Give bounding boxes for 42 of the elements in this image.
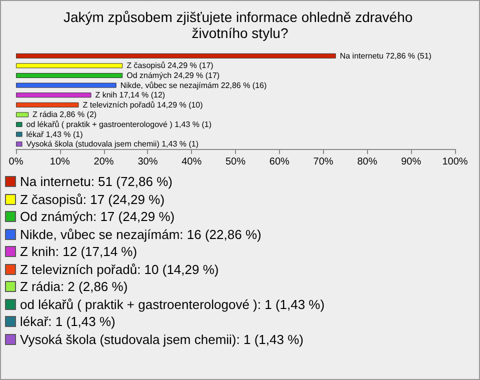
bar [16, 102, 79, 108]
data-label: Z knih 17,14 % (12) [95, 90, 166, 100]
x-tick-label: 10% [50, 156, 70, 168]
bar [16, 53, 336, 58]
bar [16, 142, 22, 147]
text: Od známých: 17 (24,29 %) [20, 208, 175, 226]
text: Na internetu: 51 (72,86 %) [20, 173, 172, 190]
data-label: Z rádia 2,86 % (2) [32, 110, 97, 120]
bar [16, 112, 29, 118]
data-label: Nikde, vůbec se nezajímám 22,86 % (16) [120, 80, 267, 90]
data-label: lékař 1,43 % (1) [26, 130, 84, 139]
x-tick-label: 80% [357, 156, 378, 168]
text: Z časopisů: 17 (24,29 %) [20, 190, 165, 208]
x-tick-label: 90% [401, 156, 422, 168]
text: Z televizních pořadů: 10 (14,29 %) [20, 260, 219, 278]
x-tick-label: 60% [269, 156, 290, 168]
bar [16, 132, 22, 137]
x-tick-label: 50% [225, 156, 246, 168]
x-tick-label: 0% [8, 156, 24, 168]
x-tick-label: 100% [442, 156, 468, 168]
text: Z knih: 12 (17,14 %) [20, 243, 138, 260]
text: od lékařů ( praktik + gastroenterologové ): 1 (1,43 %) [20, 296, 325, 313]
chart-title: Jakým způsobem zjišťujete informace ohledně zdravého životního stylu? [63, 9, 417, 41]
x-tick-label: 20% [94, 156, 114, 168]
text: Z rádia: 2 (2,86 %) [20, 278, 128, 296]
bar [16, 63, 123, 68]
bar [16, 122, 22, 127]
data-label: Od známých 24,29 % (17) [126, 71, 220, 80]
x-tick-label: 30% [138, 156, 158, 168]
text: lékař: 1 (1,43 %) [20, 313, 116, 330]
x-tick-label: 40% [182, 156, 202, 168]
text: Vysoká škola (studovala jsem chemii): 1 (1,43 %) [20, 330, 304, 348]
x-tick-label: 70% [313, 156, 334, 168]
data-label: od lékařů ( praktik + gastroenterologové ) 1,43 % (1) [26, 120, 212, 129]
text: Nikde, vůbec se nezajímám: 16 (22,86 %) [20, 226, 262, 243]
data-label: Vysoká škola (studovala jsem chemii) 1,43 % (1) [26, 140, 199, 149]
bar [16, 92, 92, 98]
data-label: Z časopisů 24,29 % (17) [126, 61, 214, 70]
data-label: Na internetu 72,86 % (51) [340, 51, 432, 60]
data-label: Z televizních pořadů 14,29 % (10) [82, 100, 204, 110]
bar [16, 82, 116, 88]
bar [16, 73, 123, 78]
